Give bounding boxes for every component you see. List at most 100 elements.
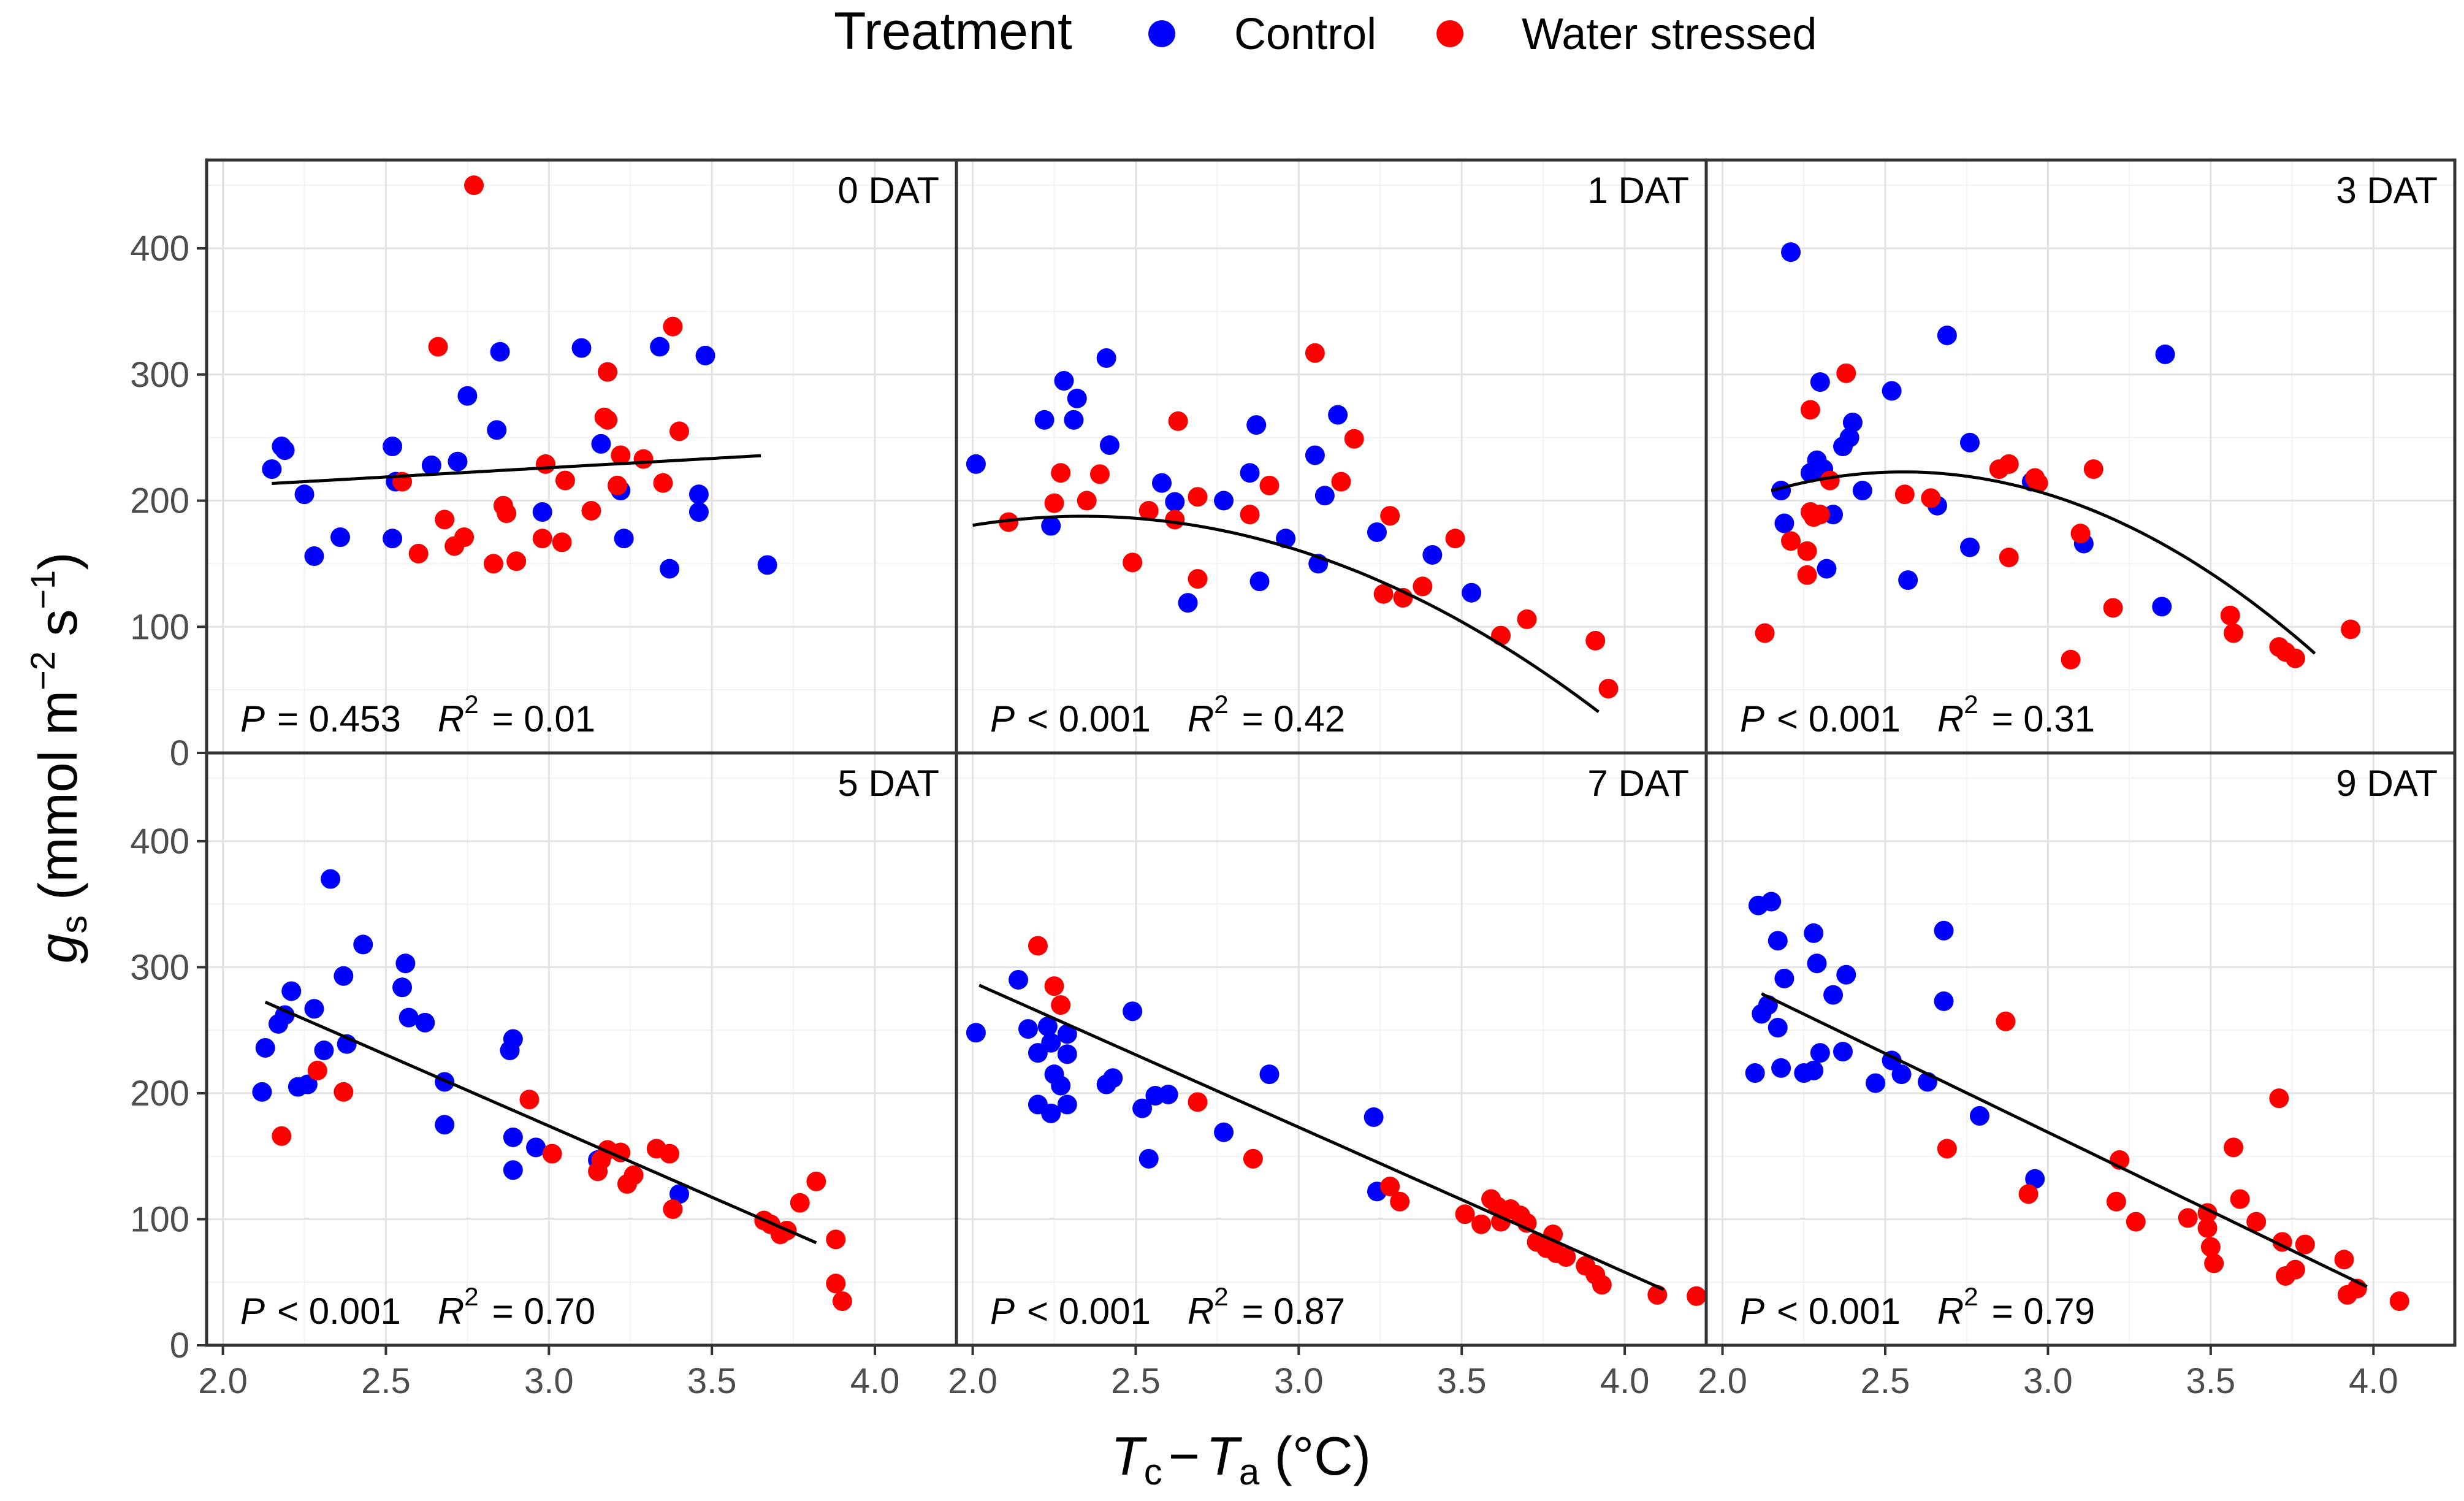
point-control [415,1012,435,1033]
point-control [421,455,441,475]
point-control [383,529,403,549]
point-water-stressed [653,473,673,493]
point-control [1178,593,1198,613]
fit-line [972,514,1600,713]
fit-line [1761,992,2368,1288]
x-tick-label: 3.5 [2186,1361,2236,1401]
point-water-stressed [1028,936,1048,956]
fit-line [272,454,761,485]
point-control [1771,1058,1791,1078]
point-control [1937,325,1957,345]
point-control [1096,348,1116,369]
grid-lines [207,160,956,754]
point-control [1103,1068,1123,1088]
panel-stats: P < 0.001 R2 = 0.42 [990,690,1345,739]
point-control [1057,1094,1077,1115]
point-water-stressed [1373,584,1394,604]
point-control [334,966,354,986]
point-water-stressed [1188,1092,1208,1112]
panel-9-dat: 9 DAT P < 0.001 R2 = 0.79 [1704,751,2457,1347]
y-tick-label: 400 [130,822,189,861]
point-control [1367,522,1387,542]
point-control [1761,892,1782,912]
point-water-stressed [1836,363,1856,383]
point-control [1246,415,1267,435]
point-water-stressed [408,543,429,563]
point-control [1833,1042,1853,1062]
y-tick-label: 400 [130,229,189,269]
point-water-stressed [2230,1189,2250,1209]
point-control [1132,1098,1153,1118]
panel-border [1704,751,2457,1347]
x-axis-title: Tc − Ta (°C) [1111,1426,1371,1492]
points [966,936,1706,1306]
point-water-stressed [633,449,654,469]
legend-marker-water-stressed [1436,20,1463,47]
point-control [1960,432,1980,453]
point-water-stressed [1051,995,1071,1015]
point-control [1807,953,1827,974]
point-water-stressed [464,175,484,196]
point-water-stressed [1240,505,1260,525]
point-control [262,459,282,479]
point-water-stressed [1445,529,1465,549]
x-tick-label: 2.5 [361,1361,411,1401]
point-control [399,1007,419,1028]
point-control [1276,529,1296,549]
point-control [1882,381,1902,401]
point-control [252,1082,272,1102]
point-control [2152,597,2172,617]
legend-title: Treatment [834,2,1072,61]
point-control [321,869,341,889]
point-water-stressed [2197,1218,2218,1238]
point-control [1099,435,1119,455]
point-water-stressed [2106,1191,2126,1212]
point-control [275,440,295,460]
point-water-stressed [1051,463,1071,483]
point-water-stressed [607,475,627,495]
point-control [1165,492,1185,512]
point-water-stressed [826,1274,846,1294]
point-control [255,1037,275,1058]
point-control [1745,1063,1765,1083]
point-control [1839,427,1859,448]
point-water-stressed [1996,1011,2016,1031]
y-tick-label: 300 [130,947,189,987]
point-water-stressed [1044,976,1064,996]
point-water-stressed [2178,1208,2198,1228]
point-control [490,342,510,362]
point-control [1041,1103,1061,1123]
point-control [281,981,302,1001]
point-control [1810,372,1830,392]
point-water-stressed [2246,1212,2267,1232]
point-water-stressed [1044,493,1064,513]
point-control [448,451,468,472]
point-control [1774,968,1795,988]
point-water-stressed [1331,472,1351,492]
point-control [1259,1064,1280,1085]
point-control [757,555,777,575]
point-control [1214,1122,1234,1142]
point-control [395,953,416,974]
point-water-stressed [1168,411,1188,431]
point-control [1249,571,1270,592]
point-control [1810,1043,1830,1063]
fit-line [1771,470,2316,655]
point-water-stressed [1089,464,1110,484]
x-tick-label: 2.0 [1698,1361,1747,1401]
point-water-stressed [555,470,575,491]
point-control [688,484,709,505]
y-tick-label: 100 [130,1199,189,1239]
point-control [1034,410,1055,430]
point-water-stressed [1517,609,1537,629]
panel-stats: P < 0.001 R2 = 0.79 [1740,1282,2095,1332]
point-water-stressed [1592,1275,1612,1295]
point-control [1051,1075,1071,1096]
point-control [353,934,373,955]
point-water-stressed [1687,1286,1706,1306]
x-tick-label: 3.5 [1437,1361,1487,1401]
point-water-stressed [2389,1291,2409,1312]
point-water-stressed [2204,1253,2224,1274]
point-water-stressed [1797,541,1817,561]
point-water-stressed [1344,429,1364,449]
